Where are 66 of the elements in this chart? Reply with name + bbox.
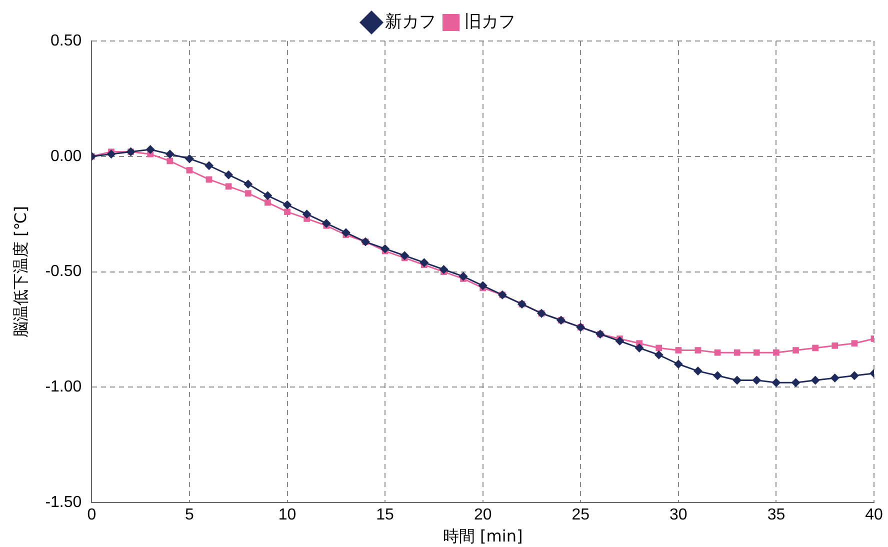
point — [400, 251, 410, 260]
legend-label: 旧カフ — [464, 12, 516, 32]
point — [753, 349, 760, 356]
point — [282, 200, 292, 210]
point — [224, 170, 234, 180]
y-tick-label: -1.50 — [45, 494, 82, 512]
point — [656, 344, 662, 352]
point — [244, 190, 252, 197]
point — [654, 350, 664, 360]
legend-label: 新カフ — [385, 12, 436, 32]
x-tick-label: 15 — [376, 506, 394, 524]
point — [791, 378, 800, 388]
x-axis-title: 時間 [min] — [442, 526, 523, 546]
y-axis-title: 脳温低下温度 [℃] — [10, 206, 30, 338]
x-tick-label: 30 — [670, 506, 688, 524]
point — [478, 281, 488, 290]
point — [322, 218, 331, 228]
point — [850, 371, 859, 380]
point — [146, 144, 155, 154]
point — [302, 210, 312, 219]
point — [244, 180, 253, 189]
point — [420, 258, 429, 268]
y-tick-label: -0.50 — [45, 263, 82, 280]
point — [458, 272, 468, 281]
point — [284, 208, 290, 215]
point — [732, 376, 742, 385]
point — [675, 347, 682, 354]
point — [812, 344, 819, 352]
point — [165, 150, 174, 159]
x-tick-label: 40 — [865, 506, 883, 524]
point — [225, 183, 232, 190]
point — [380, 244, 390, 254]
point — [186, 167, 193, 174]
point — [773, 349, 780, 356]
x-tick-label: 5 — [185, 506, 194, 524]
point — [792, 347, 799, 354]
point — [341, 228, 350, 238]
point — [752, 376, 762, 385]
point — [832, 342, 838, 349]
point — [830, 373, 840, 382]
y-tick-label: 0.50 — [50, 32, 82, 50]
point — [634, 343, 644, 352]
point — [674, 360, 683, 369]
x-tick-label: 20 — [474, 506, 492, 524]
x-tick-label: 0 — [87, 506, 96, 524]
point — [810, 376, 820, 385]
point — [713, 371, 722, 380]
point — [439, 264, 448, 274]
point — [734, 349, 740, 356]
point — [851, 340, 858, 347]
point — [714, 349, 721, 356]
y-tick-label: -1.00 — [45, 378, 82, 396]
point — [615, 336, 624, 346]
point — [693, 366, 702, 376]
x-tick-label: 25 — [572, 506, 590, 524]
point — [264, 199, 271, 206]
point — [263, 191, 272, 200]
x-tick-label: 35 — [767, 506, 786, 524]
point — [772, 378, 781, 388]
point — [694, 347, 702, 354]
point — [106, 150, 116, 159]
point — [166, 158, 174, 164]
y-tick-label: 0.00 — [50, 148, 82, 165]
point — [184, 154, 194, 164]
x-tick-label: 10 — [278, 506, 296, 524]
point — [204, 161, 214, 170]
